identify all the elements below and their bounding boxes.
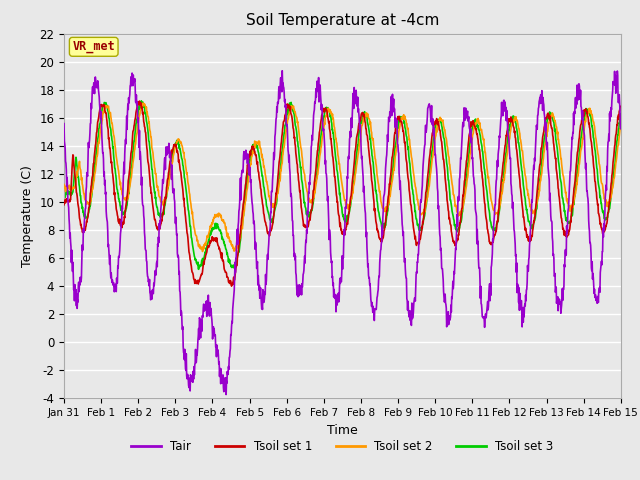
Tsoil set 1 <box>247 147 255 153</box>
Tair <box>552 289 559 295</box>
Tsoil set 3 <box>171 144 179 150</box>
Tair <box>170 196 178 202</box>
Tair <box>60 121 68 127</box>
Tsoil set 2 <box>552 120 559 125</box>
Text: VR_met: VR_met <box>72 40 115 53</box>
Tsoil set 3 <box>429 136 437 142</box>
Tsoil set 2 <box>198 249 206 254</box>
Tsoil set 2 <box>502 159 510 165</box>
Y-axis label: Temperature (C): Temperature (C) <box>20 165 34 267</box>
Tsoil set 1 <box>617 103 625 109</box>
Tsoil set 2 <box>140 100 147 106</box>
Tsoil set 2 <box>60 181 68 187</box>
Tsoil set 2 <box>617 120 625 126</box>
Tsoil set 2 <box>171 146 179 152</box>
X-axis label: Time: Time <box>327 424 358 437</box>
Tsoil set 1 <box>502 132 510 138</box>
Tsoil set 3 <box>552 131 559 136</box>
Tsoil set 3 <box>502 149 510 155</box>
Tsoil set 1 <box>136 98 143 104</box>
Tsoil set 1 <box>60 202 68 208</box>
Line: Tsoil set 2: Tsoil set 2 <box>64 103 621 252</box>
Tair <box>502 118 510 123</box>
Tsoil set 1 <box>429 126 437 132</box>
Title: Soil Temperature at -4cm: Soil Temperature at -4cm <box>246 13 439 28</box>
Tair <box>184 372 191 377</box>
Tair <box>617 126 625 132</box>
Tsoil set 1 <box>552 156 559 162</box>
Tsoil set 2 <box>184 181 192 187</box>
Tsoil set 2 <box>429 149 437 155</box>
Tsoil set 3 <box>138 98 145 104</box>
Tsoil set 3 <box>617 111 625 117</box>
Tair <box>429 132 437 138</box>
Line: Tair: Tair <box>64 71 621 395</box>
Legend: Tair, Tsoil set 1, Tsoil set 2, Tsoil set 3: Tair, Tsoil set 1, Tsoil set 2, Tsoil se… <box>127 436 558 458</box>
Line: Tsoil set 1: Tsoil set 1 <box>64 101 621 286</box>
Tsoil set 2 <box>247 162 255 168</box>
Tsoil set 1 <box>184 240 192 245</box>
Line: Tsoil set 3: Tsoil set 3 <box>64 101 621 269</box>
Tsoil set 3 <box>195 266 202 272</box>
Tair <box>246 180 254 185</box>
Tsoil set 3 <box>184 207 192 213</box>
Tair <box>222 392 230 397</box>
Tsoil set 3 <box>60 192 68 197</box>
Tsoil set 1 <box>171 142 179 147</box>
Tair <box>278 68 286 73</box>
Tsoil set 1 <box>228 283 236 289</box>
Tsoil set 3 <box>247 150 255 156</box>
